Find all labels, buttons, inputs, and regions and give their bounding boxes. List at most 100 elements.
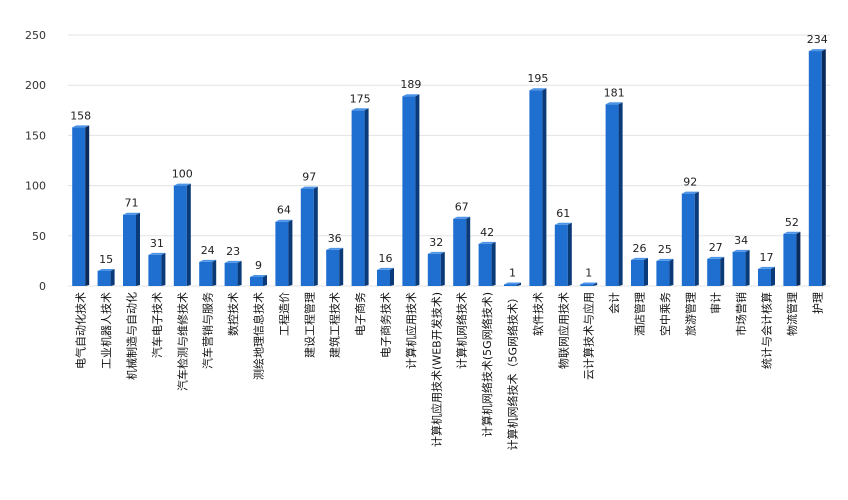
bar-front (808, 51, 822, 287)
x-tick-label: 酒店管理 (633, 292, 647, 336)
bar-top (224, 260, 242, 263)
bar-front (300, 188, 314, 286)
data-label: 25 (658, 243, 672, 256)
x-tick-label: 建筑工程技术 (328, 292, 342, 358)
bar-top (402, 94, 420, 97)
bar-top (72, 125, 90, 128)
bar-side (466, 216, 471, 286)
bars (72, 49, 826, 287)
bar-top (504, 282, 521, 285)
bar-top (554, 222, 572, 225)
y-tick-label: 250 (25, 29, 46, 42)
bar-30 (808, 49, 826, 287)
data-label: 175 (350, 92, 371, 105)
bar-front (377, 269, 390, 286)
bar-front (631, 259, 644, 286)
bar-top (453, 216, 471, 219)
bar-29 (783, 231, 801, 286)
data-label: 234 (807, 33, 828, 46)
bar-side (212, 259, 217, 286)
bar-22 (605, 102, 623, 286)
bar-top (326, 247, 344, 250)
data-label: 100 (172, 168, 193, 181)
bar-front (732, 251, 746, 286)
data-label: 32 (429, 236, 443, 249)
bar-front (783, 233, 797, 286)
bar-9 (275, 219, 293, 286)
bar-28 (758, 266, 775, 286)
bar-side (593, 282, 598, 286)
bar-side (821, 49, 826, 287)
bar-front (250, 276, 263, 286)
bar-side (720, 256, 725, 286)
bar-side (364, 108, 369, 286)
data-label: 64 (277, 204, 291, 217)
bar-top (123, 212, 140, 215)
bar-1 (72, 125, 90, 286)
x-tick-label: 空中乘务 (658, 292, 672, 336)
bar-side (415, 94, 420, 286)
bar-top (300, 186, 318, 189)
y-tick-label: 100 (25, 180, 46, 193)
bar-side (771, 266, 775, 286)
data-label: 17 (760, 251, 774, 264)
x-tick-label: 电子商务技术 (379, 292, 393, 358)
data-label: 61 (556, 207, 570, 220)
bar-front (326, 249, 340, 286)
bar-14 (402, 94, 420, 286)
bar-side (263, 274, 267, 286)
data-label: 92 (683, 176, 697, 189)
x-tick-label: 计算机应用技术(WEB开发技术) (429, 292, 443, 447)
x-tick-label: 电气自动化技术 (74, 292, 88, 369)
x-tick-label: 物联网应用技术 (556, 292, 570, 369)
bar-20 (554, 222, 572, 286)
bar-side (186, 183, 191, 286)
bar-21 (580, 282, 598, 286)
bar-front (681, 193, 695, 286)
data-label: 34 (734, 234, 748, 247)
x-tick-label: 计算机网络技术 (455, 292, 469, 369)
bar-top (275, 219, 293, 222)
y-tick-label: 150 (25, 129, 46, 142)
bar-front (97, 270, 111, 286)
bar-side (85, 125, 90, 286)
bar-front (402, 96, 416, 286)
x-tick-label: 工业机器人技术 (99, 292, 113, 369)
y-tick-label: 200 (25, 79, 46, 92)
bar-17 (478, 241, 496, 286)
bar-top (631, 257, 648, 260)
data-label: 27 (709, 241, 723, 254)
bar-23 (631, 257, 648, 286)
bar-front (72, 127, 86, 286)
bar-top (529, 88, 547, 91)
x-tick-label: 护理 (810, 292, 824, 314)
bar-front (504, 284, 517, 286)
bar-top (707, 256, 725, 259)
bar-side (542, 88, 547, 286)
bar-27 (732, 249, 750, 286)
x-tick-label: 数控技术 (226, 292, 240, 336)
bar-side (313, 186, 318, 286)
x-tick-label: 云计算技术与应用 (582, 292, 596, 380)
bar-top (758, 266, 775, 269)
x-tick-label: 汽车电子技术 (150, 292, 164, 358)
bar-side (491, 241, 496, 286)
bar-front (427, 253, 441, 286)
bar-10 (300, 186, 318, 286)
bar-front (478, 243, 492, 286)
data-label: 16 (379, 252, 393, 265)
bar-front (224, 262, 238, 286)
data-label: 31 (150, 237, 164, 250)
bar-top (808, 49, 826, 52)
bar-top (605, 102, 623, 105)
x-tick-label: 工程造价 (277, 292, 291, 336)
bar-side (161, 252, 166, 286)
x-tick-label: 旅游管理 (683, 292, 697, 336)
bar-top (656, 258, 674, 261)
x-tick-label: 统计与会计核算 (760, 292, 774, 369)
data-label: 181 (604, 86, 625, 99)
bar-15 (427, 251, 445, 286)
bar-front (529, 90, 543, 286)
